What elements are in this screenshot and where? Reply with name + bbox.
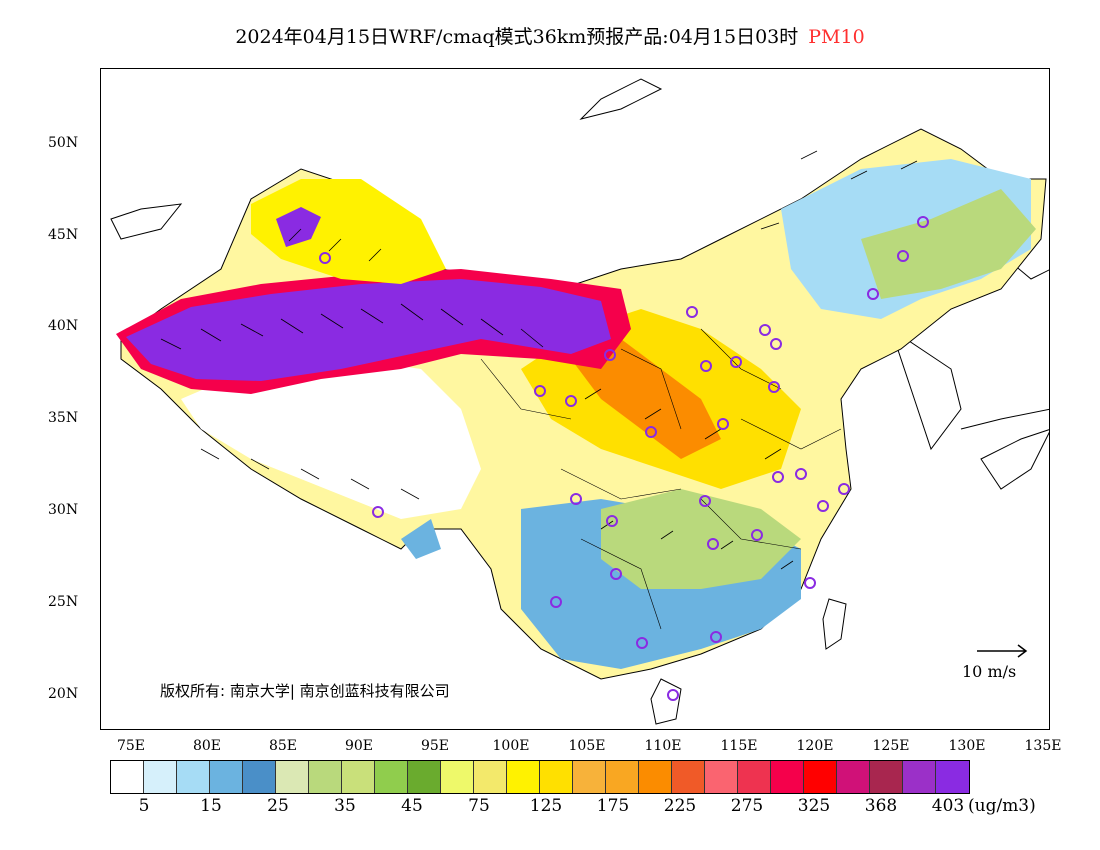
lon-label-135e: 135E — [1024, 738, 1062, 754]
lon-label-130e: 130E — [948, 738, 986, 754]
legend-label: 368 — [864, 796, 898, 816]
lat-label-25n: 25N — [48, 594, 79, 610]
lon-label-90e: 90E — [344, 738, 374, 754]
legend-label: 5 — [138, 796, 150, 816]
legend-swatch — [837, 761, 870, 793]
legend-swatch — [441, 761, 474, 793]
legend-swatch — [474, 761, 507, 793]
legend-swatch — [408, 761, 441, 793]
dzungaria-purple — [276, 207, 321, 247]
legend-swatch — [144, 761, 177, 793]
lon-label-80e: 80E — [192, 738, 222, 754]
legend-swatch — [738, 761, 771, 793]
map-title: 2024年04月15日WRF/cmaq模式36km预报产品:04月15日03时 P… — [0, 22, 1100, 49]
lat-label-45n: 45N — [48, 227, 79, 243]
city-markers — [319, 216, 929, 701]
reference-vector-label: 10 m/s — [962, 662, 1017, 681]
legend-swatch — [210, 761, 243, 793]
legend-label: 403 — [931, 796, 965, 816]
lon-label-85e: 85E — [268, 738, 298, 754]
lon-label-120e: 120E — [796, 738, 834, 754]
legend-label: 75 — [468, 796, 490, 816]
central-orange-region — [571, 339, 721, 459]
west-low-region — [181, 359, 481, 519]
lon-label-115e: 115E — [720, 738, 758, 754]
legend-swatch — [870, 761, 903, 793]
legend-swatch — [639, 761, 672, 793]
legend-swatch — [804, 761, 837, 793]
legend-swatch — [507, 761, 540, 793]
legend-swatch — [540, 761, 573, 793]
lon-label-100e: 100E — [492, 738, 530, 754]
legend-swatch — [243, 761, 276, 793]
legend-swatch — [672, 761, 705, 793]
legend-swatch — [276, 761, 309, 793]
tarim-dust-purple — [126, 279, 611, 381]
legend-label: 15 — [200, 796, 222, 816]
legend-swatch — [705, 761, 738, 793]
legend-swatch — [111, 761, 144, 793]
pm10-map — [110, 78, 1049, 725]
wind-vectors — [160, 150, 918, 570]
legend-swatch — [342, 761, 375, 793]
legend-swatch — [573, 761, 606, 793]
legend-label: 325 — [797, 796, 831, 816]
lon-label-105e: 105E — [568, 738, 606, 754]
legend-swatch — [375, 761, 408, 793]
lon-label-75e: 75E — [116, 738, 146, 754]
south-green-region — [601, 489, 801, 589]
copyright-text: 版权所有: 南京大学| 南京创蓝科技有限公司 — [160, 682, 450, 700]
lat-label-40n: 40N — [48, 318, 79, 334]
legend-label: 225 — [663, 796, 697, 816]
lon-label-110e: 110E — [644, 738, 682, 754]
color-legend — [110, 760, 970, 794]
lat-label-35n: 35N — [48, 410, 79, 426]
dzungaria-yellow — [251, 179, 446, 284]
legend-swatch — [771, 761, 804, 793]
title-text: 2024年04月15日WRF/cmaq模式36km预报产品:04月15日03时 — [235, 26, 799, 48]
variable-name: PM10 — [808, 26, 865, 48]
lon-label-95e: 95E — [420, 738, 450, 754]
reference-vector — [977, 644, 1028, 658]
legend-swatch — [903, 761, 936, 793]
legend-label: 175 — [596, 796, 630, 816]
legend-swatch — [936, 761, 969, 793]
legend-label: 275 — [730, 796, 764, 816]
northeast-green-region — [861, 189, 1036, 299]
map-panel — [100, 68, 1050, 730]
lat-label-30n: 30N — [48, 502, 79, 518]
legend-swatch — [606, 761, 639, 793]
legend-label: 35 — [334, 796, 356, 816]
province-borders — [480, 328, 842, 630]
pm10-field — [116, 128, 1047, 680]
lat-label-50n: 50N — [48, 135, 79, 151]
legend-label: 125 — [529, 796, 563, 816]
legend-label: 25 — [267, 796, 289, 816]
legend-swatch — [309, 761, 342, 793]
tibet-blue — [401, 519, 441, 559]
lon-label-125e: 125E — [872, 738, 910, 754]
lat-label-20n: 20N — [48, 686, 79, 702]
legend-unit: (ug/m3) — [968, 796, 1036, 816]
legend-swatch — [177, 761, 210, 793]
legend-label: 45 — [401, 796, 423, 816]
